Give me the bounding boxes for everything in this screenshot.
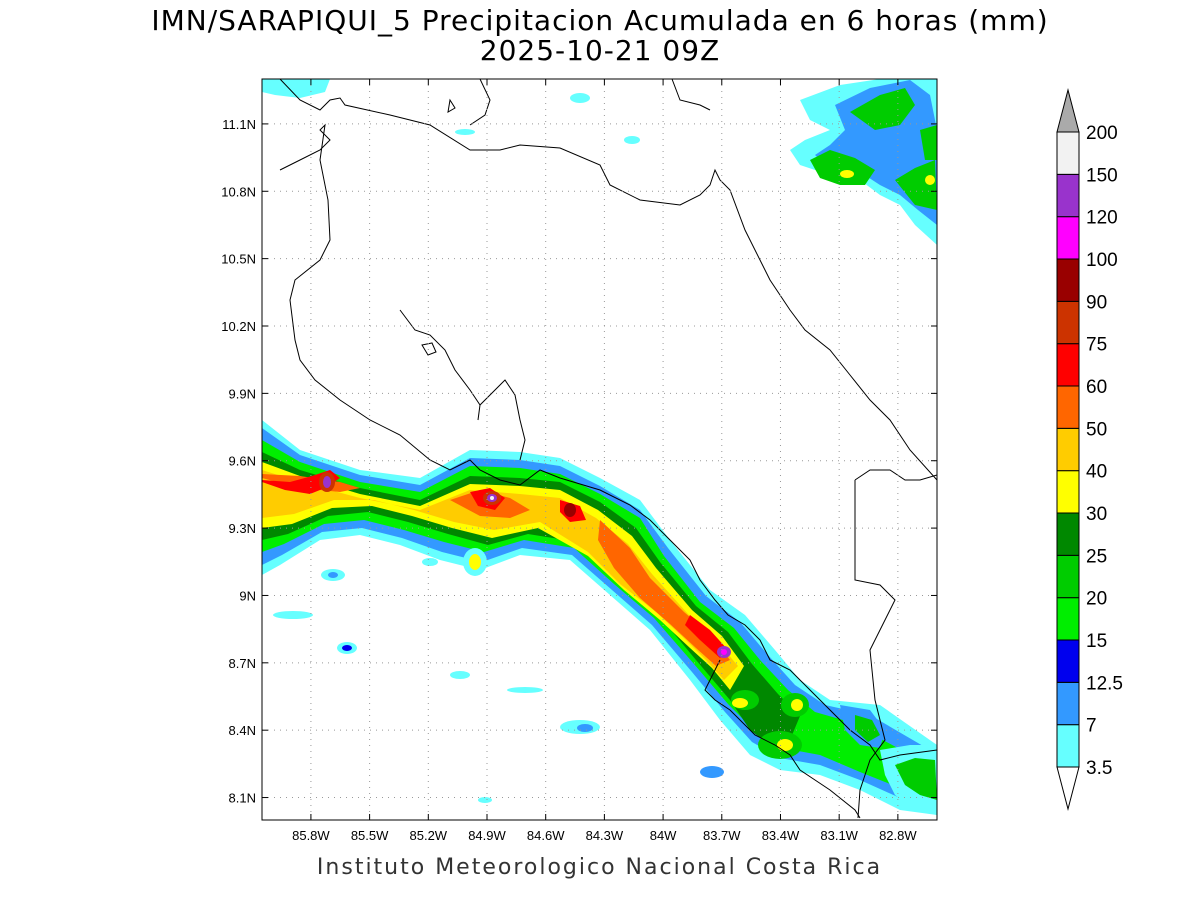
- map-subtitle: 2025-10-21 09Z: [479, 34, 721, 67]
- colorbar-label: 90: [1086, 292, 1107, 313]
- lon-tick-label: 83.7W: [703, 828, 741, 843]
- rain-cell-se3-core: [777, 739, 793, 751]
- precipitation-field: [262, 79, 937, 815]
- colorbar-legend: 3.5 7 12.5 15 20 25 30 40 50 60 75 90 100 120 150 200: [1056, 88, 1123, 811]
- colorbar-swatch: [1056, 724, 1080, 768]
- colorbar-swatch: [1056, 512, 1080, 556]
- rain-spot-12: [700, 766, 724, 778]
- rain-peak-4-core: [721, 649, 727, 655]
- coastline: [279, 79, 937, 819]
- lon-tick-label: 85.5W: [351, 828, 389, 843]
- lat-tick-label: 9.3N: [229, 521, 256, 536]
- colorbar-label: 3.5: [1086, 758, 1112, 779]
- colorbar-label: 75: [1086, 335, 1107, 356]
- colorbar-swatch: [1056, 258, 1080, 302]
- colorbar-swatch: [1056, 597, 1080, 641]
- rain-cell-se5-core: [732, 698, 748, 708]
- lon-tick-label: 84.3W: [586, 828, 624, 843]
- colorbar-swatch: [1056, 427, 1080, 472]
- colorbar-label: 40: [1086, 462, 1107, 483]
- lat-tick-label: 9.6N: [229, 454, 256, 469]
- colorbar-label: 25: [1086, 546, 1107, 567]
- rain-cell-ne-core2: [925, 175, 935, 185]
- map-title: IMN/SARAPIQUI_5 Precipitacion Acumulada …: [151, 4, 1049, 37]
- rain-spot-7b: [469, 554, 481, 570]
- map-frame: [261, 78, 938, 821]
- colorbar-swatch: [1056, 343, 1080, 387]
- lon-tick-label: 84W: [650, 828, 677, 843]
- rain-spot-2: [624, 136, 640, 144]
- colorbar-label: 15: [1086, 631, 1107, 652]
- lat-tick-label: 8.1N: [229, 791, 256, 806]
- footer-credit: Instituto Meteorologico Nacional Costa R…: [316, 855, 883, 880]
- colorbar-label: 12.5: [1086, 673, 1123, 694]
- rain-cell-se2-15: [855, 715, 880, 742]
- longitude-axis: 85.8W 85.5W 85.2W 84.9W 84.6W 84.3W 84W 83.7W 83…: [292, 79, 917, 843]
- colorbar-label: 20: [1086, 589, 1107, 610]
- lon-tick-label: 82.8W: [879, 828, 917, 843]
- colorbar-swatch: [1056, 131, 1080, 175]
- lon-tick-label: 85.8W: [292, 828, 330, 843]
- colorbar-swatch: [1056, 385, 1080, 429]
- lon-tick-label: 84.6W: [527, 828, 565, 843]
- rain-spot-5b: [342, 645, 352, 651]
- lon-tick-label: 84.9W: [468, 828, 506, 843]
- colorbar-label: 30: [1086, 504, 1107, 525]
- lat-tick-label: 10.2N: [221, 319, 256, 334]
- lon-tick-label: 85.2W: [410, 828, 448, 843]
- rain-band-50mm: [262, 474, 730, 666]
- rain-cell-ne-core: [840, 170, 854, 178]
- rain-spot-10: [450, 671, 470, 679]
- colorbar-swatch: [1056, 300, 1080, 345]
- rain-spot-4b: [328, 572, 338, 578]
- colorbar-label: 7: [1086, 716, 1097, 737]
- lat-tick-label: 11.1N: [222, 117, 256, 132]
- lat-tick-label: 10.8N: [221, 184, 256, 199]
- colorbar-label: 60: [1086, 377, 1107, 398]
- colorbar-label: 200: [1086, 123, 1118, 144]
- rain-spot-11: [478, 797, 492, 803]
- rain-spot-8b: [577, 724, 593, 732]
- colorbar-swatch: [1056, 681, 1080, 726]
- lon-tick-label: 83.4W: [762, 828, 800, 843]
- colorbar-swatch: [1056, 216, 1080, 260]
- lat-tick-label: 9N: [239, 588, 256, 603]
- rain-peak-3: [564, 503, 576, 517]
- colorbar-swatch: [1056, 173, 1080, 218]
- rain-cell-northeast-15: [810, 88, 937, 210]
- lat-tick-label: 9.9N: [229, 386, 256, 401]
- colorbar-label: 150: [1086, 165, 1118, 186]
- rain-spot-9: [507, 687, 543, 693]
- colorbar-label: 120: [1086, 208, 1118, 229]
- rain-cell-southeast-15: [895, 758, 937, 800]
- colorbar-swatch: [1056, 470, 1080, 514]
- lat-tick-label: 8.7N: [229, 656, 256, 671]
- lat-tick-label: 10.5N: [221, 252, 256, 267]
- lat-tick-label: 8.4N: [229, 723, 256, 738]
- rain-spot-3: [455, 129, 475, 135]
- colorbar-upper-triangle: [1056, 88, 1080, 133]
- rain-band-60mm: [262, 470, 728, 658]
- colorbar-swatch: [1056, 639, 1080, 683]
- rain-peak-1-core: [323, 476, 331, 488]
- rain-spot-6: [273, 611, 313, 619]
- rain-cell-se4-core: [791, 699, 803, 711]
- rain-cell-north: [262, 79, 330, 98]
- rain-spot-13: [422, 558, 438, 566]
- latitude-axis: 11.1N 10.8N 10.5N 10.2N 9.9N 9.6N 9.3N 9N 8.7N 8.…: [221, 117, 937, 806]
- colorbar-swatch: [1056, 554, 1080, 599]
- colorbar-lower-triangle: [1056, 766, 1080, 811]
- lon-tick-label: 83.1W: [820, 828, 858, 843]
- colorbar-label: 50: [1086, 419, 1107, 440]
- rain-spot-1: [570, 93, 590, 103]
- colorbar-label: 100: [1086, 250, 1118, 271]
- rain-peak-2-white: [490, 496, 494, 500]
